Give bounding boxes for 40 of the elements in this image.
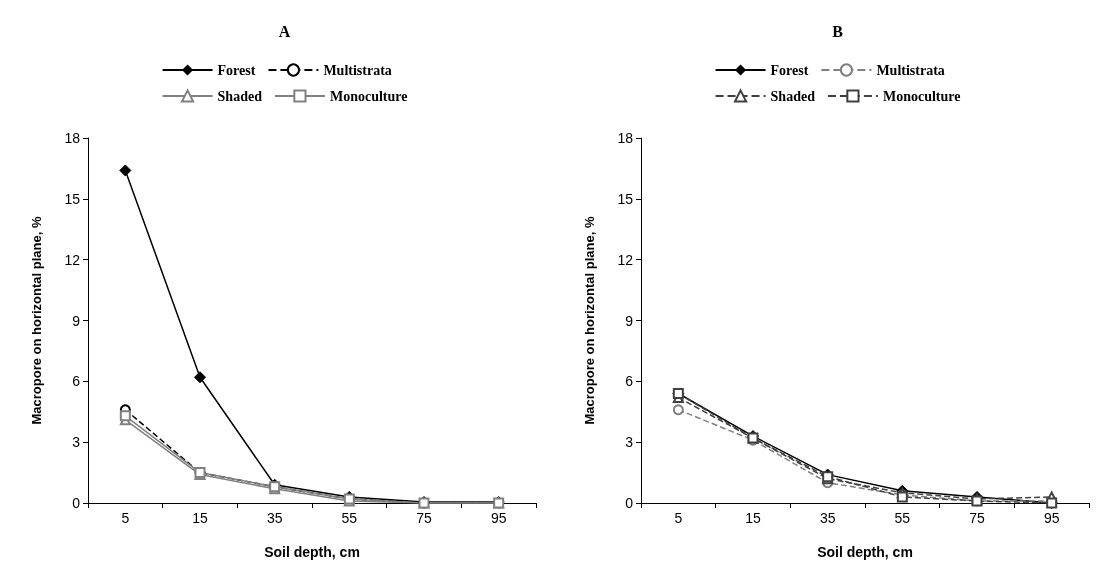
- x-tick-label: 95: [1043, 510, 1060, 526]
- y-tick-label: 9: [72, 312, 81, 329]
- y-tick-label: 15: [617, 190, 634, 207]
- y-tick-label: 15: [64, 190, 81, 207]
- legend-label: Multistrata: [876, 62, 945, 78]
- y-tick-label: 0: [72, 495, 81, 511]
- x-tick-label: 75: [969, 510, 985, 526]
- x-tick-label: 15: [192, 510, 208, 526]
- y-tick-label: 6: [72, 373, 81, 390]
- legend-label: Multistrata: [323, 62, 392, 78]
- chart-title: A: [278, 22, 291, 40]
- x-tick-label: 5: [121, 510, 130, 526]
- y-tick-label: 18: [617, 130, 634, 146]
- y-tick-label: 18: [64, 130, 81, 146]
- x-tick-label: 95: [490, 510, 507, 526]
- y-tick-label: 0: [625, 495, 634, 511]
- legend-label: Forest: [770, 62, 809, 78]
- y-tick-label: 6: [625, 373, 634, 390]
- y-tick-label: 3: [625, 434, 634, 451]
- y-axis-title: Macropore on horizontal plane, %: [582, 216, 597, 425]
- legend-label: Monoculture: [329, 88, 408, 104]
- x-tick-label: 35: [266, 510, 283, 526]
- legend-label: Forest: [217, 62, 256, 78]
- x-tick-label: 55: [894, 510, 911, 526]
- x-tick-label: 75: [416, 510, 432, 526]
- legend-label: Shaded: [770, 88, 816, 104]
- y-tick-label: 9: [625, 312, 634, 329]
- legend-label: Monoculture: [882, 88, 961, 104]
- x-tick-label: 5: [674, 510, 683, 526]
- y-tick-label: 12: [64, 251, 81, 268]
- chart-title: B: [832, 22, 844, 40]
- legend-label: Shaded: [217, 88, 263, 104]
- x-axis-title: Soil depth, cm: [264, 544, 360, 560]
- x-tick-label: 15: [745, 510, 761, 526]
- x-axis-title: Soil depth, cm: [817, 544, 913, 560]
- y-axis-title: Macropore on horizontal plane, %: [29, 216, 44, 425]
- y-tick-label: 12: [617, 251, 634, 268]
- x-tick-label: 35: [819, 510, 836, 526]
- y-tick-label: 3: [72, 434, 81, 451]
- x-tick-label: 55: [341, 510, 358, 526]
